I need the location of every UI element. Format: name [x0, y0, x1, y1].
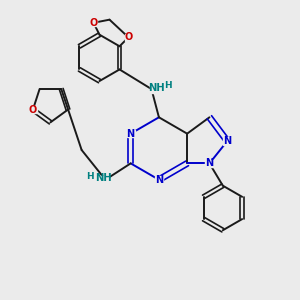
- Bar: [125, 34, 132, 41]
- Text: H: H: [86, 172, 94, 181]
- Text: N: N: [206, 158, 214, 168]
- Bar: [97, 176, 108, 184]
- Text: N: N: [127, 129, 135, 139]
- Bar: [155, 176, 163, 183]
- Bar: [127, 130, 135, 137]
- Text: O: O: [89, 18, 98, 28]
- Bar: [90, 20, 97, 26]
- Bar: [29, 106, 37, 113]
- Bar: [205, 160, 214, 167]
- Text: H: H: [164, 81, 172, 90]
- Text: NH: NH: [95, 173, 111, 183]
- Text: O: O: [124, 32, 133, 42]
- Bar: [150, 85, 162, 93]
- Text: NH: NH: [148, 82, 165, 93]
- Text: N: N: [155, 175, 163, 185]
- Bar: [223, 137, 231, 145]
- Text: O: O: [29, 105, 37, 115]
- Text: N: N: [223, 136, 231, 146]
